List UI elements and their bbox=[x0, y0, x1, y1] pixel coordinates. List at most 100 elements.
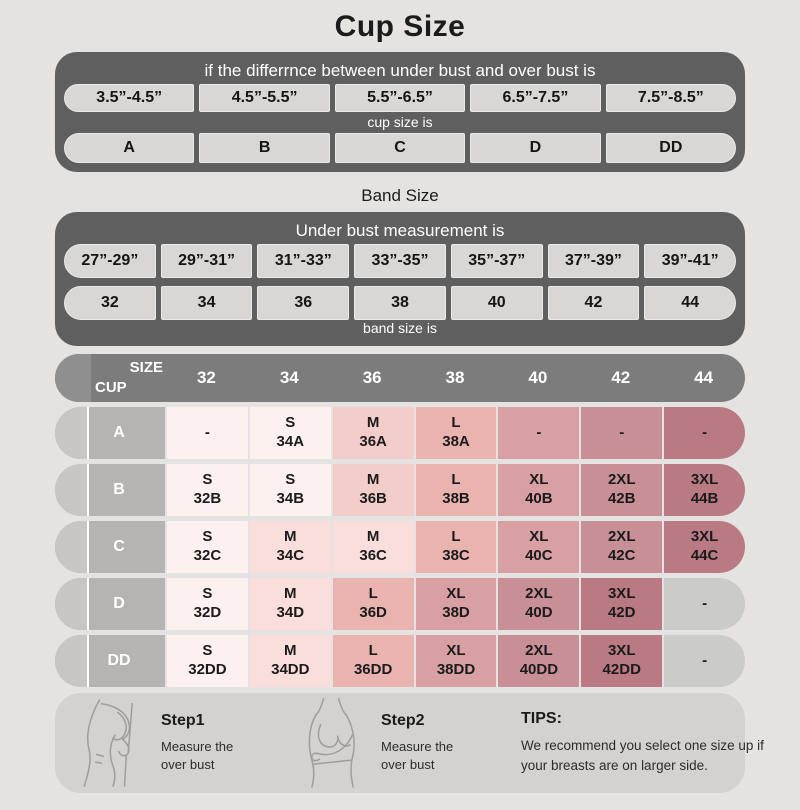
band-range-pill: 37”-39” bbox=[547, 244, 640, 278]
step2-measuring-illustration bbox=[308, 698, 355, 788]
size-cell: S 32C bbox=[167, 521, 248, 573]
size-code: 34C bbox=[276, 547, 305, 564]
cup-letter-pill: A bbox=[64, 133, 195, 163]
size-code: 32B bbox=[193, 490, 222, 507]
size-letter: 2XL bbox=[607, 471, 636, 489]
size-cell: - bbox=[498, 407, 580, 459]
cup-letter-pill: DD bbox=[605, 133, 737, 163]
size-letter: M bbox=[366, 471, 380, 489]
band-column-header: 40 bbox=[528, 368, 548, 387]
size-code: 42B bbox=[607, 490, 636, 507]
band-range-pill: 33”-35” bbox=[354, 244, 446, 278]
size-cell: 3XL 42D bbox=[581, 578, 663, 630]
tips-title: TIPS: bbox=[521, 710, 562, 728]
cup-letter: A bbox=[113, 424, 125, 441]
size-letter: S bbox=[202, 471, 213, 489]
size-cell: L 36DD bbox=[332, 635, 414, 687]
band-size-row: 32 34 36 38 40 42 44 bbox=[64, 286, 737, 320]
cup-letter: D bbox=[113, 595, 125, 612]
cup-letter: DD bbox=[107, 652, 131, 669]
size-letter: - bbox=[702, 423, 708, 441]
size-letter: XL bbox=[529, 528, 549, 546]
cup-difference-row: 3.5”-4.5” 4.5”-5.5” 5.5”-6.5” 6.5”-7.5” 7.5”… bbox=[64, 84, 737, 112]
size-letter: 3XL bbox=[690, 528, 719, 546]
size-letter: XL bbox=[446, 642, 466, 660]
page-title: Cup Size bbox=[334, 10, 466, 43]
size-letter: 3XL bbox=[690, 471, 719, 489]
cup-row-label: A bbox=[55, 407, 165, 459]
band-size-pill: 36 bbox=[257, 286, 350, 320]
under-bust-caption: Under bust measurement is bbox=[295, 221, 505, 240]
band-range-row: 27”-29” 29”-31” 31”-33” 33”-35” 35”-37” 37”-3… bbox=[64, 244, 737, 278]
size-code: 38D bbox=[442, 604, 470, 621]
size-letter: S bbox=[285, 414, 296, 432]
cup-axis-label: CUP bbox=[95, 379, 127, 396]
size-cell: S 34A bbox=[249, 407, 331, 459]
size-letter: 2XL bbox=[525, 642, 553, 660]
size-letter: M bbox=[366, 414, 380, 432]
step1-title: Step1 bbox=[161, 711, 205, 729]
band-size-pill: 40 bbox=[450, 286, 543, 320]
band-column-header: 38 bbox=[445, 368, 465, 387]
cup-letter-pill: B bbox=[199, 133, 330, 163]
size-letter: 2XL bbox=[525, 585, 553, 603]
size-cell: 2XL 42B bbox=[581, 464, 663, 516]
matrix-body: A - S 34A M 36A L 38A - - - B S 32B S 34B M 36B L 38B XL 40B 2… bbox=[55, 407, 746, 687]
size-cell: L 38A bbox=[415, 407, 497, 459]
measuring-guide: Step1 Measure the over bust Step2 Measur… bbox=[55, 693, 764, 793]
size-letter: 2XL bbox=[607, 528, 636, 546]
cup-difference-pill: 5.5”-6.5” bbox=[334, 84, 466, 112]
size-code: 34B bbox=[276, 490, 305, 507]
step1-description: Measure the over bust bbox=[161, 738, 234, 772]
size-cell: 3XL 44B bbox=[664, 464, 746, 516]
size-code: 36D bbox=[359, 604, 387, 621]
size-code: 36B bbox=[359, 490, 387, 507]
size-code: 44C bbox=[690, 547, 719, 564]
size-letter: L bbox=[451, 414, 461, 432]
row-label-cap bbox=[55, 464, 89, 516]
size-cell: S 34B bbox=[249, 464, 331, 516]
size-cell: - bbox=[664, 635, 746, 687]
cup-letter-row: A B C D DD bbox=[64, 133, 737, 163]
size-cell: 2XL 40DD bbox=[498, 635, 580, 687]
band-size-pill: 38 bbox=[354, 286, 446, 320]
size-axis-label: SIZE bbox=[129, 359, 163, 376]
band-column-header: 44 bbox=[694, 368, 714, 387]
step2-block: Step2 Measure the over bust bbox=[381, 712, 499, 774]
size-letter: M bbox=[284, 528, 297, 546]
size-code: 40D bbox=[525, 604, 553, 621]
cup-difference-pill: 4.5”-5.5” bbox=[199, 84, 330, 112]
cup-letter: B bbox=[113, 481, 125, 498]
size-letter: XL bbox=[446, 585, 466, 603]
size-cell: M 36A bbox=[332, 407, 414, 459]
corner-cap bbox=[55, 354, 91, 402]
size-letter: L bbox=[451, 528, 461, 546]
matrix-corner: SIZE CUP bbox=[55, 354, 165, 402]
cup-size-is-caption: cup size is bbox=[367, 114, 433, 130]
size-letter: M bbox=[284, 642, 297, 660]
size-cell: L 36D bbox=[332, 578, 414, 630]
row-label-cap bbox=[55, 521, 89, 573]
matrix-row: D S 32D M 34D L 36D XL 38D 2XL 40D 3XL 42D - bbox=[55, 578, 746, 630]
step2-title: Step2 bbox=[381, 711, 425, 729]
band-column-header: 32 bbox=[196, 368, 216, 387]
size-letter: S bbox=[285, 471, 296, 489]
size-letter: XL bbox=[529, 471, 549, 489]
size-code: 32DD bbox=[188, 661, 227, 678]
size-code: 44B bbox=[690, 490, 719, 507]
size-letter: - bbox=[702, 651, 708, 669]
size-cell: XL 40B bbox=[498, 464, 580, 516]
size-code: 36C bbox=[359, 547, 387, 564]
size-cell: - bbox=[664, 578, 746, 630]
size-letter: L bbox=[368, 585, 378, 603]
cup-row-label: D bbox=[55, 578, 165, 630]
matrix-row: DD S 32DD M 34DD L 36DD XL 38DD 2XL 40DD 3XL 42DD - bbox=[55, 635, 746, 687]
size-code: 34DD bbox=[271, 661, 310, 678]
band-size-title: Band Size bbox=[361, 186, 439, 205]
size-letter: M bbox=[284, 585, 297, 603]
row-label-cap bbox=[55, 407, 89, 459]
size-letter: - bbox=[702, 594, 708, 612]
size-cell: XL 38DD bbox=[415, 635, 497, 687]
size-cell: 3XL 42DD bbox=[581, 635, 663, 687]
size-chart-page: Cup Size if the differrnce between under… bbox=[55, 10, 764, 793]
